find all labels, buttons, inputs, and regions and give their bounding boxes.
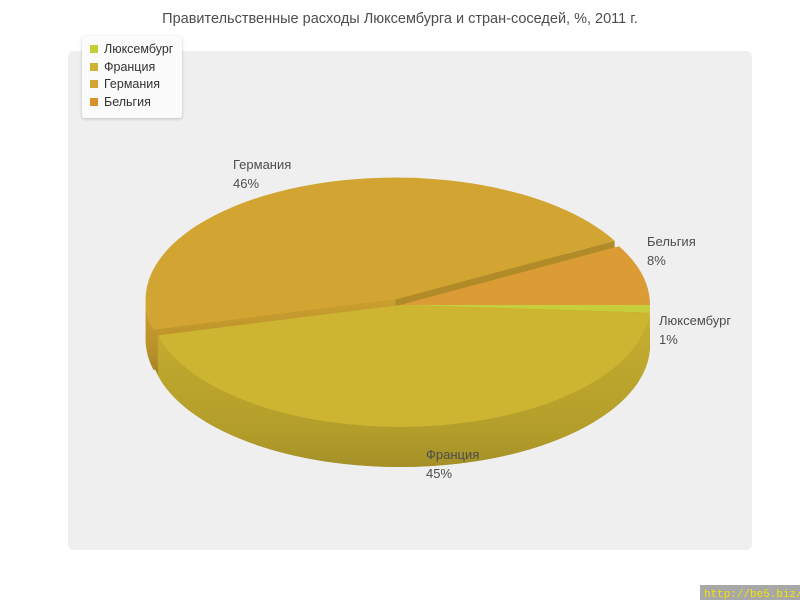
svg-text:Люксембург: Люксембург bbox=[659, 313, 731, 328]
svg-text:Германия: Германия bbox=[233, 157, 291, 172]
svg-text:Бельгия: Бельгия bbox=[647, 234, 696, 249]
svg-text:45%: 45% bbox=[426, 466, 452, 481]
svg-text:Франция: Франция bbox=[426, 447, 479, 462]
svg-text:46%: 46% bbox=[233, 176, 259, 191]
svg-text:1%: 1% bbox=[659, 332, 678, 347]
svg-text:8%: 8% bbox=[647, 253, 666, 268]
